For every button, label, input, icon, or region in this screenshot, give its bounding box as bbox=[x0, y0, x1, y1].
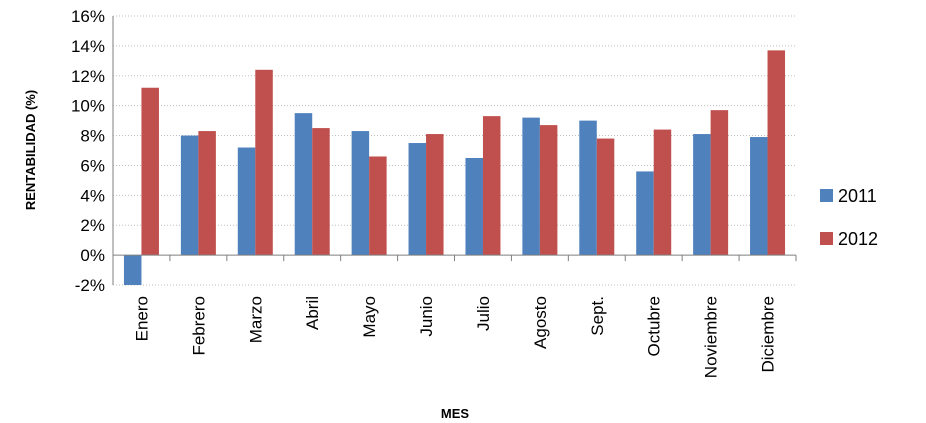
legend-swatch-2012 bbox=[820, 232, 833, 245]
x-tick-label: Sept. bbox=[588, 296, 607, 336]
y-tick-label: 8% bbox=[80, 127, 105, 146]
y-tick-label: 12% bbox=[71, 67, 105, 86]
bar-2012-sept bbox=[596, 138, 615, 256]
x-tick-label: Octubre bbox=[645, 296, 664, 356]
axes bbox=[112, 16, 797, 285]
bar-2011-agosto bbox=[522, 117, 540, 256]
x-tick-label: Agosto bbox=[531, 296, 550, 349]
x-tick-label: Abril bbox=[303, 296, 322, 330]
x-tick-label: Marzo bbox=[246, 296, 265, 343]
x-tick-label: Junio bbox=[417, 296, 436, 337]
x-tick-label: Mayo bbox=[360, 296, 379, 338]
bar-2012-octubre bbox=[653, 129, 672, 256]
legend: 2011 2012 bbox=[820, 186, 878, 249]
y-tick-label: 6% bbox=[80, 156, 105, 175]
x-tick-label: Noviembre bbox=[702, 296, 721, 378]
bar-2012-noviembre bbox=[710, 110, 729, 256]
bar-2011-diciembre bbox=[750, 137, 768, 256]
bar-2011-marzo bbox=[237, 147, 256, 256]
bar-2011-sept bbox=[579, 120, 597, 256]
legend-label-2012: 2012 bbox=[838, 229, 878, 249]
y-tick-label: 4% bbox=[80, 186, 105, 205]
bar-2012-agosto bbox=[539, 125, 558, 256]
bar-2011-octubre bbox=[636, 171, 654, 256]
bar-2011-julio bbox=[465, 157, 483, 256]
y-tick-label: 14% bbox=[71, 37, 105, 56]
x-axis-title: MES bbox=[441, 406, 470, 421]
bar-2011-noviembre bbox=[693, 134, 711, 256]
x-tick-label: Diciembre bbox=[759, 296, 778, 373]
bar-2011-junio bbox=[408, 143, 427, 256]
y-tick-labels: 16% 14% 12% 10% 8% 6% 4% 2% 0% -2% bbox=[71, 7, 105, 295]
bar-2012-junio bbox=[426, 134, 444, 256]
bar-2011-febrero bbox=[180, 135, 199, 256]
x-tick-label: Julio bbox=[474, 296, 493, 331]
bar-2012-julio bbox=[482, 116, 501, 256]
bar-2011-enero bbox=[123, 255, 142, 285]
x-tick-labels: Enero Febrero Marzo Abril Mayo Junio Julio Agos… bbox=[132, 296, 777, 378]
y-tick-label: 2% bbox=[80, 216, 105, 235]
bar-2011-mayo bbox=[351, 131, 370, 256]
bar-2012-marzo bbox=[255, 69, 273, 256]
y-tick-label: -2% bbox=[75, 276, 105, 295]
y-axis-title: RENTABILIDAD (%) bbox=[23, 90, 38, 210]
bar-2012-febrero bbox=[198, 131, 216, 256]
bars bbox=[123, 50, 786, 285]
legend-swatch-2011 bbox=[820, 189, 833, 202]
bar-2011-abril bbox=[294, 113, 313, 256]
y-tick-label: 16% bbox=[71, 7, 105, 26]
x-tick-label: Enero bbox=[132, 296, 151, 341]
bar-2012-enero bbox=[141, 87, 159, 256]
bar-2012-abril bbox=[312, 128, 330, 256]
y-tick-label: 0% bbox=[80, 246, 105, 265]
x-tick-label: Febrero bbox=[189, 296, 208, 356]
bar-2012-mayo bbox=[369, 156, 387, 256]
legend-label-2011: 2011 bbox=[838, 186, 877, 206]
y-tick-label: 10% bbox=[71, 97, 105, 116]
bar-2012-diciembre bbox=[767, 50, 786, 256]
